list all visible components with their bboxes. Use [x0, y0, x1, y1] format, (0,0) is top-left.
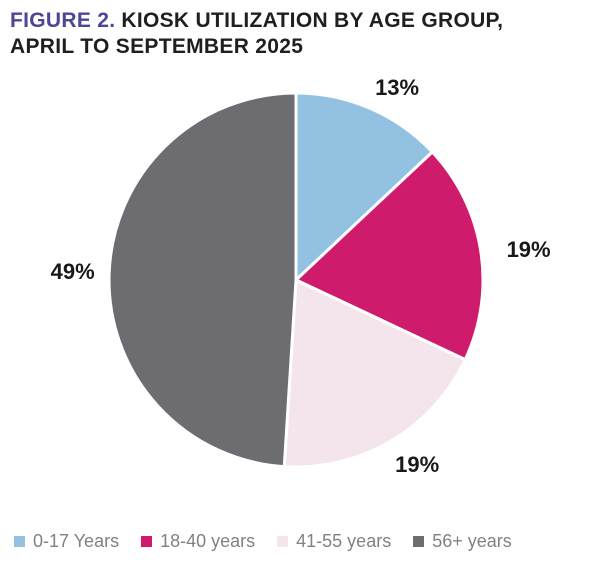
chart-legend: 0-17 Years 18-40 years 41-55 years 56+ year…	[14, 531, 512, 552]
slice-percentage-label-56-years: 49%	[51, 259, 95, 284]
legend-item-0-17-years: 0-17 Years	[14, 531, 119, 552]
legend-item-18-40-years: 18-40 years	[141, 531, 255, 552]
legend-swatch-icon	[14, 536, 25, 547]
figure-number-label: FIGURE 2.	[10, 9, 116, 32]
legend-swatch-icon	[413, 536, 425, 547]
legend-swatch-icon	[141, 536, 153, 547]
slice-percentage-label-18-40-years: 19%	[507, 237, 551, 262]
pie-slice-18-40-years	[294, 150, 485, 362]
legend-swatch-icon	[277, 536, 289, 547]
legend-label: 18-40 years	[160, 531, 256, 551]
figure-title-line2: APRIL TO SEPTEMBER 2025	[10, 35, 304, 58]
legend-label: 0-17 Years	[33, 531, 120, 551]
pie-slice-56-years	[107, 91, 298, 469]
pie-slice-41-55-years	[282, 278, 467, 469]
legend-label: 41-55 years	[296, 531, 392, 551]
legend-label: 56+ years	[432, 531, 512, 551]
slice-percentage-label-41-55-years: 19%	[395, 452, 439, 477]
figure-title: FIGURE 2. KIOSK UTILIZATION BY AGE GROUP,…	[10, 8, 503, 60]
legend-item-41-55-years: 41-55 years	[277, 531, 391, 552]
slice-percentage-label-0-17-years: 13%	[375, 75, 419, 100]
figure-title-line1: KIOSK UTILIZATION BY AGE GROUP,	[121, 9, 504, 32]
pie-slice-0-17-years	[294, 91, 434, 282]
legend-item-56-years: 56+ years	[413, 531, 512, 552]
